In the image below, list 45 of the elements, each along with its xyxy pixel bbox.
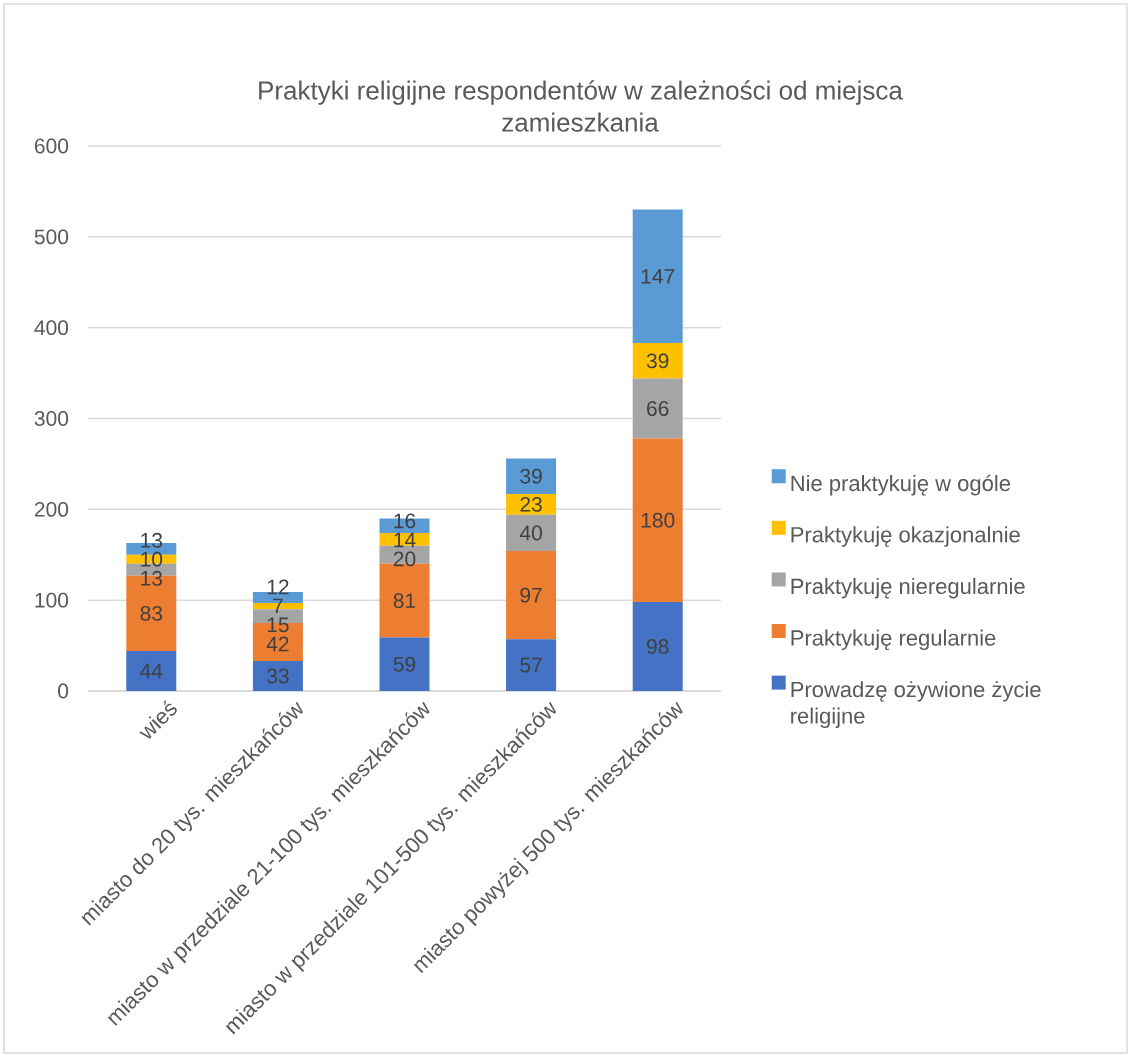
bar xyxy=(632,438,683,602)
data-label: 81 xyxy=(393,593,416,609)
y-tick-label: 600 xyxy=(34,138,69,154)
data-label: 147 xyxy=(641,269,675,284)
legend-label: Praktykuję nieregularnie xyxy=(791,577,1025,599)
bar xyxy=(632,378,683,439)
data-label: 20 xyxy=(393,551,416,567)
y-tick-label: 300 xyxy=(34,411,69,426)
bar xyxy=(126,651,177,692)
y-tick-label: 100 xyxy=(35,592,69,608)
legend-label: Praktykuję regularnie xyxy=(791,629,996,651)
data-label: 10 xyxy=(141,551,163,567)
y-tick-label: 200 xyxy=(34,501,69,517)
data-label: 66 xyxy=(647,401,669,416)
data-label: 40 xyxy=(519,525,542,541)
data-label: 12 xyxy=(267,579,289,595)
y-tick-label: 500 xyxy=(34,229,69,245)
legend-label: Nie praktykuję w ogóle xyxy=(791,474,1011,496)
data-label: 39 xyxy=(646,353,669,369)
data-label: 44 xyxy=(140,663,163,679)
data-label: 180 xyxy=(641,512,675,528)
bar xyxy=(506,458,557,494)
y-tick-label: 0 xyxy=(58,683,69,699)
data-label: 98 xyxy=(646,639,669,654)
chart-title: Praktyki religijne respondentów w zależności od miejsca zamieszkania xyxy=(259,80,903,132)
bar xyxy=(252,661,303,692)
bar xyxy=(632,343,683,379)
bar xyxy=(632,601,683,692)
data-label: 39 xyxy=(520,468,542,484)
legend-label: Praktykuję okazjonalnie xyxy=(791,526,1020,547)
data-label: 59 xyxy=(393,656,416,672)
y-tick-label: 400 xyxy=(34,320,69,336)
bar xyxy=(506,514,557,552)
data-label: 42 xyxy=(266,636,289,652)
data-label: 83 xyxy=(140,605,163,621)
data-label: 97 xyxy=(520,587,542,603)
bar xyxy=(506,639,557,692)
bar xyxy=(632,209,683,344)
bar xyxy=(506,551,557,640)
legend-label: Prowadzę ożywione życie religijne xyxy=(791,681,1041,729)
data-label: 57 xyxy=(520,657,542,673)
data-label: 33 xyxy=(267,668,289,684)
data-label: 14 xyxy=(394,532,416,548)
data-label: 23 xyxy=(520,496,542,512)
bar xyxy=(379,637,430,692)
